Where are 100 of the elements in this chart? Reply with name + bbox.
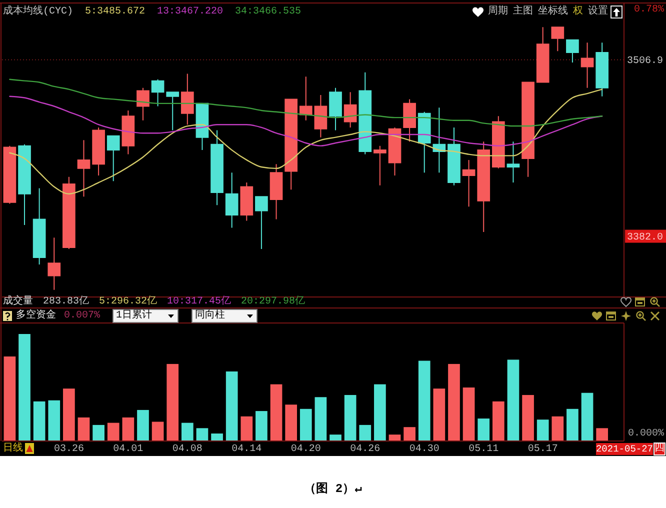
text: 34:3466.535: [235, 6, 302, 18]
x-tick-label: 04.01: [113, 444, 144, 456]
text: 成交量: [3, 294, 33, 308]
x-tick-label: 04.08: [172, 444, 202, 456]
candlestick: [536, 26, 550, 83]
bar: [122, 417, 134, 441]
x-tick-label: 04.26: [350, 444, 380, 456]
candlestick: [566, 39, 579, 63]
candlestick: [122, 110, 135, 155]
bar: [404, 427, 416, 441]
bar: [152, 422, 164, 441]
text: 日线: [3, 442, 23, 454]
x-tick-label: 04.20: [290, 444, 321, 456]
annotation: 周期: [488, 4, 508, 18]
chart-title: 多空资金: [16, 308, 56, 322]
bar: [256, 411, 268, 441]
bar: [359, 424, 372, 441]
dropdown: 同向柱: [192, 309, 258, 323]
candlestick: [240, 182, 254, 222]
bar: [226, 371, 238, 441]
candlestick: [418, 111, 431, 174]
annotation: 坐标线: [538, 4, 568, 18]
bar: [300, 408, 312, 441]
x-tick-label: 05.11: [468, 444, 499, 456]
bar: [196, 428, 208, 441]
annotation: 权: [572, 4, 583, 18]
legend-title: 成本均线(CYC): [3, 4, 74, 18]
bar: [552, 416, 564, 441]
text: 5:3485.672: [85, 6, 146, 18]
annotation: 主图: [513, 4, 533, 18]
candlestick: [522, 82, 534, 178]
annotation: 20:297.98亿: [241, 296, 306, 308]
bar: [507, 360, 520, 441]
candlestick: [551, 26, 564, 52]
candlestick: [314, 94, 328, 138]
candlestick: [166, 92, 180, 131]
x-tick-label: 04.30: [409, 444, 440, 456]
bar: [448, 364, 460, 441]
bar: [462, 388, 475, 441]
bar: [492, 401, 504, 441]
bar: [137, 410, 149, 441]
bar: [478, 418, 490, 441]
line-series: [9, 78, 603, 127]
candlestick: [462, 159, 476, 208]
bar: [181, 422, 194, 441]
candlestick: [388, 126, 402, 176]
candlestick: [225, 172, 238, 228]
candlestick: [477, 141, 490, 233]
text: 13:3467.220: [157, 6, 224, 18]
candlestick: [580, 42, 594, 88]
bar: [418, 360, 430, 441]
candlestick: [492, 116, 505, 169]
candlestick: [506, 141, 520, 184]
candlestick: [106, 135, 120, 182]
candlestick: [151, 78, 164, 107]
bar: [4, 356, 16, 441]
x-tick-label: 03.26: [54, 444, 84, 456]
bar: [166, 364, 179, 441]
bar: [581, 392, 594, 441]
x-tick-label: 05.17: [528, 444, 558, 456]
bar: [330, 434, 342, 441]
bar: [344, 394, 356, 441]
bar: [240, 416, 253, 441]
bar: [285, 404, 298, 441]
candlestick: [344, 92, 357, 128]
y-tick-label: 3382.0: [626, 232, 664, 244]
candlestick: [92, 126, 105, 176]
candlestick: [329, 87, 342, 131]
bar: [388, 434, 401, 441]
candlestick: [358, 72, 372, 155]
dropdown: 1日累计: [112, 309, 178, 323]
candlestick: [284, 98, 298, 190]
bar: [92, 424, 104, 441]
bar: [78, 417, 90, 441]
text: 0.000%: [628, 428, 664, 440]
text: 0.78%: [634, 4, 664, 16]
bar: [596, 428, 608, 441]
candlestick: [32, 188, 46, 265]
candlestick: [48, 237, 61, 290]
candlestick: [374, 145, 386, 186]
candlestick: [3, 145, 16, 204]
bar: [18, 334, 30, 441]
bar: [63, 388, 75, 441]
bar: [211, 434, 223, 441]
bar: [48, 400, 60, 441]
candlestick: [299, 76, 312, 121]
bar: [536, 420, 549, 441]
candlestick: [62, 176, 76, 250]
candlestick: [270, 164, 283, 220]
annotation: 5:296.32亿: [99, 296, 158, 308]
candlestick: [18, 144, 31, 226]
x-tick-label: 04.14: [232, 444, 262, 456]
candlestick: [255, 196, 268, 250]
candlestick: [448, 126, 460, 186]
annotation: 283.83亿: [43, 296, 90, 308]
bar: [314, 397, 327, 441]
candlestick: [403, 98, 416, 142]
candlestick: [180, 73, 194, 126]
annotation: 10:317.45亿: [167, 296, 232, 308]
bar: [566, 408, 578, 441]
